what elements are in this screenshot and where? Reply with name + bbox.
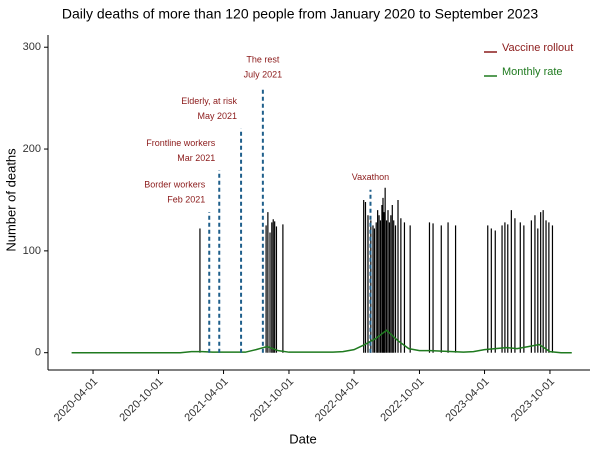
y-axis-label: Number of deaths — [3, 148, 18, 252]
legend-label: Vaccine rollout — [502, 42, 573, 54]
y-tick-label: 100 — [23, 245, 41, 257]
rollout-label: Mar 2021 — [177, 153, 215, 163]
chart-title: Daily deaths of more than 120 people fro… — [62, 6, 539, 22]
rollout-label: July 2021 — [244, 69, 283, 79]
x-tick-label: 2023-10-01 — [509, 376, 557, 424]
rate-line — [71, 329, 572, 354]
x-tick-label: 2021-04-01 — [182, 376, 230, 424]
y-tick-label: 0 — [35, 347, 41, 359]
x-axis-label: Date — [289, 431, 316, 446]
x-tick-label: 2020-10-01 — [117, 376, 165, 424]
x-tick-label: 2023-04-01 — [443, 376, 491, 424]
rollout-label: Frontline workers — [146, 138, 216, 148]
legend-label: Monthly rate — [502, 66, 563, 78]
x-tick-label: 2020-04-01 — [52, 376, 100, 424]
x-tick-label: 2022-04-01 — [313, 376, 361, 424]
rollout-label: Feb 2021 — [167, 195, 205, 205]
rollout-label: Elderly, at risk — [181, 96, 237, 106]
y-tick-label: 300 — [23, 41, 41, 53]
rollout-label: Border workers — [144, 180, 206, 190]
rollout-label: May 2021 — [198, 111, 238, 121]
rollout-label: The rest — [246, 54, 280, 64]
x-tick-label: 2021-10-01 — [248, 376, 296, 424]
rollout-label: Vaxathon — [352, 172, 389, 182]
y-tick-label: 200 — [23, 143, 41, 155]
x-tick-label: 2022-10-01 — [378, 376, 426, 424]
